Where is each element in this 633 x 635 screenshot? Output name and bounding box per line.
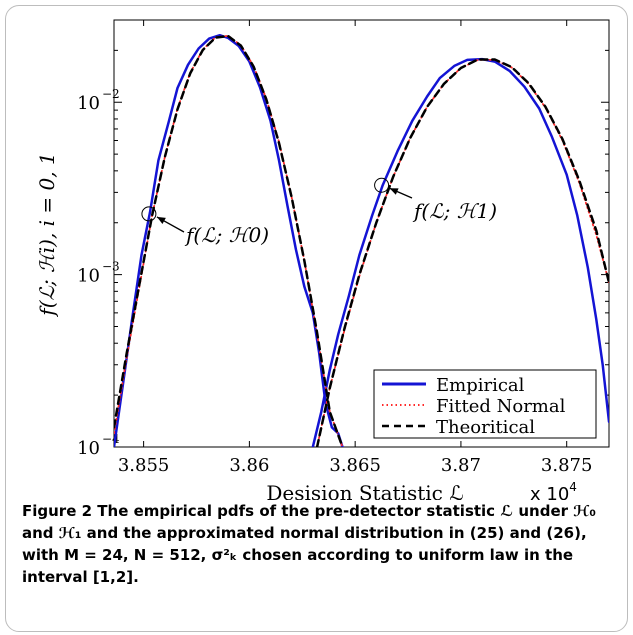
x-tick-label: 3.87	[441, 455, 481, 476]
annotation-arrowhead	[389, 188, 399, 195]
series-empirical-h1	[311, 57, 609, 447]
y-tick-label: 10	[77, 93, 100, 114]
annotation-marker	[141, 206, 157, 222]
y-tick-exponent: −2	[102, 87, 120, 101]
x-multiplier: x 104	[530, 480, 577, 500]
x-axis-label: Desision Statistic ℒ	[266, 481, 463, 500]
y-tick-label: 10	[77, 438, 100, 459]
annotation-label: f(ℒ; ℋ0)	[184, 223, 269, 247]
axes-box	[113, 19, 610, 448]
legend-label-theoritical: Theoritical	[436, 417, 535, 438]
x-tick-label: 3.865	[329, 455, 381, 476]
x-tick-label: 3.855	[118, 455, 170, 476]
y-tick-label: 10	[77, 266, 100, 287]
legend-label-empirical: Empirical	[436, 375, 525, 396]
series-theoritical-h1	[315, 58, 609, 447]
caption-label: Figure 2	[22, 502, 93, 520]
series-layer	[114, 33, 609, 447]
annotation-layer: f(ℒ; ℋ0) f(ℒ; ℋ1)	[141, 177, 497, 247]
annotation-marker	[374, 177, 390, 193]
series-empirical-h0	[114, 33, 344, 447]
legend-label-fitted-normal: Fitted Normal	[436, 396, 566, 417]
caption-text: The empirical pdfs of the pre-detector s…	[22, 502, 596, 586]
figure-frame	[5, 5, 628, 632]
y-tick-exponent: −3	[102, 260, 120, 274]
annotation-label: f(ℒ; ℋ1)	[412, 199, 497, 223]
annotation-arrowhead	[156, 216, 166, 225]
y-axis-label: f(ℒ; ℋi), i = 0, 1	[35, 152, 59, 317]
figure-caption: Figure 2 The empirical pdfs of the pre-d…	[22, 500, 620, 588]
legend: Empirical Fitted Normal Theoritical	[373, 369, 597, 439]
x-tick-label: 3.86	[229, 455, 269, 476]
y-tick-exponent: −4	[102, 432, 120, 446]
x-tick-label: 3.875	[541, 455, 593, 476]
series-theoritical-h0	[114, 34, 344, 447]
